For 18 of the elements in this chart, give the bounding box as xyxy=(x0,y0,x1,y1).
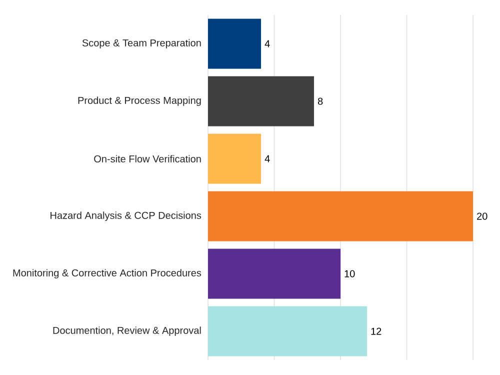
bar xyxy=(208,248,341,299)
bar xyxy=(208,76,314,126)
y-tick-label: Hazard Analysis & CCP Decisions xyxy=(50,212,202,221)
data-label: 12 xyxy=(371,328,382,335)
bar xyxy=(208,306,367,356)
bar xyxy=(208,18,262,69)
y-tick-label: Documention, Review & Approval xyxy=(53,326,201,336)
y-tick-label: Product & Process Mapping xyxy=(78,96,201,106)
data-label: 4 xyxy=(264,40,270,48)
data-label: 4 xyxy=(264,155,270,162)
bar xyxy=(208,134,262,184)
bar xyxy=(208,191,473,242)
data-label: 20 xyxy=(477,212,488,220)
y-tick-label: On-site Flow Verification xyxy=(94,155,201,162)
y-tick-label: Scope & Team Preparation xyxy=(82,39,201,48)
y-tick-label: Monitoring & Corrective Action Procedures xyxy=(13,269,202,278)
data-label: 10 xyxy=(344,270,355,278)
data-label: 8 xyxy=(318,98,323,105)
